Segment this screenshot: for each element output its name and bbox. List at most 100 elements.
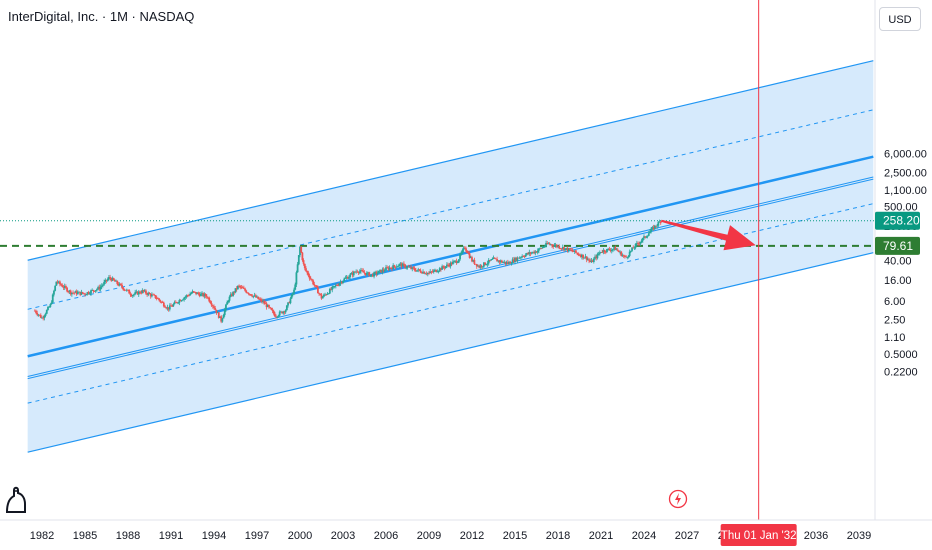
candle [459,254,461,260]
candle [278,311,281,316]
candle [520,257,522,259]
lightning-bolt-icon[interactable] [668,489,688,509]
candle [466,250,469,254]
candle [514,257,516,263]
candle [214,308,217,310]
candle [358,271,361,273]
price-axis[interactable] [875,0,932,550]
candle [277,315,280,317]
candle [150,294,153,297]
candle [542,246,545,248]
candle [238,285,240,287]
candle [155,298,158,299]
candle [385,267,387,271]
candle [577,253,580,255]
candle [438,268,441,271]
candle [374,272,377,273]
candle [516,257,519,261]
candle [48,306,51,308]
candle [521,256,524,258]
time-tick-label: 2036 [804,530,828,542]
candle [632,247,635,249]
candle [125,289,128,291]
candle [528,252,531,255]
candle [240,287,243,288]
candle [643,236,645,238]
candle [627,255,630,258]
candle [583,257,586,259]
candle [647,233,650,236]
candle [499,260,502,262]
candle [244,288,246,291]
candle [455,260,458,263]
candle [264,303,267,305]
candle [440,268,442,270]
candle [203,294,206,297]
projection-arrow[interactable] [660,219,756,251]
candle [424,273,427,275]
candle [270,307,273,310]
candle [315,285,318,288]
candle [623,256,626,257]
candle [533,251,536,254]
currency-button[interactable]: USD [879,7,921,31]
candle [641,237,644,241]
candle [456,262,459,264]
candle [548,243,551,245]
candle [633,247,636,249]
candle [657,222,660,226]
candle [183,297,186,300]
candle [176,302,178,303]
candle [297,255,300,265]
tradingview-logo-icon [5,486,26,513]
candle [453,261,455,262]
candle [598,252,601,254]
candle [515,257,518,261]
candle [85,294,88,296]
candle [403,263,405,265]
candle [109,277,111,279]
candle [651,227,654,229]
candle [197,292,200,294]
candle [419,270,422,273]
symbol-title[interactable]: InterDigital, Inc. · 1M · NASDAQ [8,9,195,24]
candle [94,290,97,292]
candle [326,293,329,295]
time-tick-label: 1985 [73,530,97,542]
candle [418,269,421,271]
candle [275,316,278,318]
candle [143,290,146,292]
last-price-label[interactable]: 258.20 [883,214,920,228]
candle [614,247,617,250]
candle [652,227,655,230]
candle [80,291,83,295]
candle [116,280,119,284]
candle [380,269,383,273]
candle [180,300,183,302]
candle [302,260,305,264]
support-level-label-bg [875,236,920,255]
candle [512,259,515,263]
candle [233,291,236,293]
candle [431,271,434,273]
support-level-label[interactable]: 79.61 [883,239,913,253]
candle [148,292,151,295]
candle [220,316,223,322]
candle [73,292,76,294]
candle [490,259,493,261]
candle [584,256,587,258]
candle [389,267,392,269]
candle [226,302,229,305]
candle [146,293,149,295]
candle [241,287,244,289]
candle [50,302,53,305]
candle [64,285,67,288]
candle [318,293,321,295]
candle [575,250,577,253]
candle [534,251,537,254]
time-tick-label: 2003 [331,530,355,542]
vertical-marker-label[interactable]: Thu 01 Jan '32 [721,530,797,542]
channel-lower-line [27,252,874,453]
candle [211,305,214,307]
